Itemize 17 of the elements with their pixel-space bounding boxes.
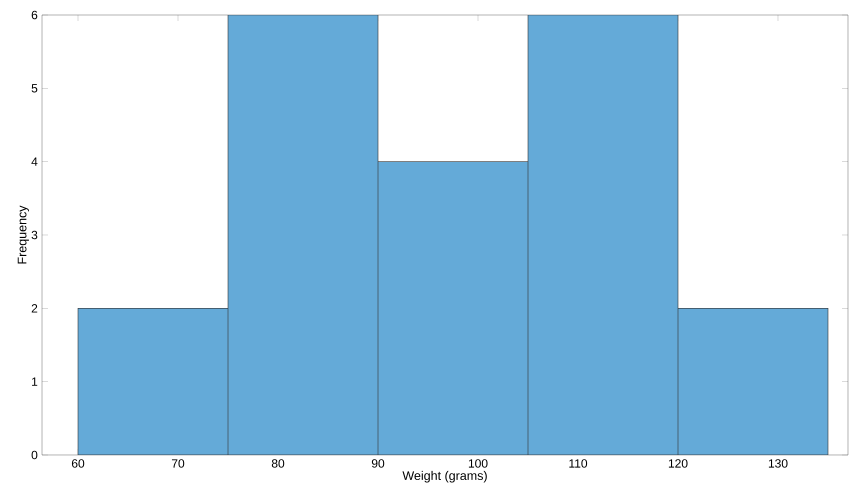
- y-tick-label: 3: [32, 230, 38, 240]
- x-tick-label: 130: [768, 459, 788, 468]
- x-tick-label: 60: [72, 459, 84, 468]
- y-tick-label: 4: [31, 158, 38, 166]
- y-tick-label: 2: [32, 304, 38, 313]
- y-tick-label: 5: [32, 84, 38, 93]
- x-tick-label: 70: [172, 459, 184, 468]
- x-tick-label: 80: [272, 459, 284, 468]
- y-axis-title: Frequency: [18, 205, 29, 264]
- y-tick-label: 6: [32, 10, 38, 20]
- x-axis-title: Weight (grams): [402, 470, 487, 483]
- y-tick-label: 1: [32, 378, 38, 386]
- x-tick-label: 120: [668, 459, 688, 468]
- x-tick-label: 90: [372, 459, 384, 468]
- x-tick-label: 100: [468, 459, 488, 468]
- x-tick-label: 110: [569, 459, 588, 468]
- y-tick-label: 0: [32, 450, 38, 460]
